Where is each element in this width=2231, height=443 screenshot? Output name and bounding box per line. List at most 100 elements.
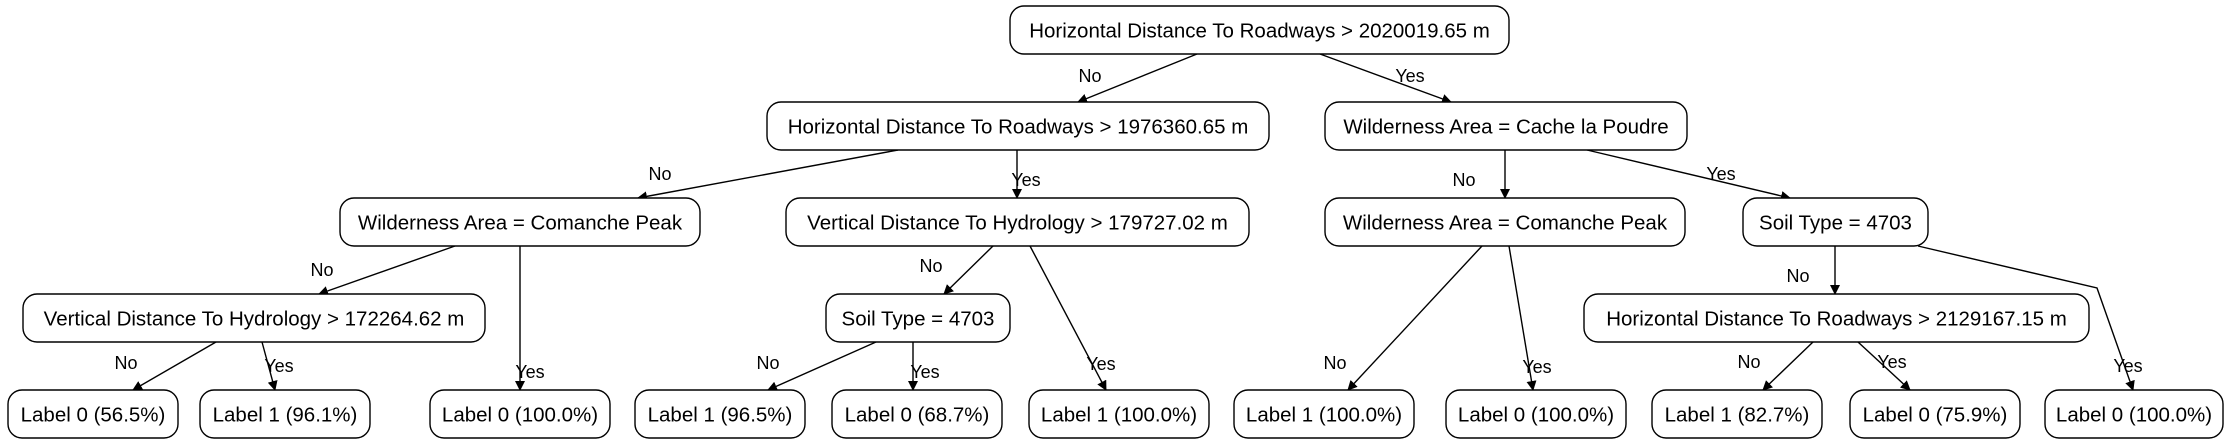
edge-arrow [767,341,877,391]
edge-arrow [1029,245,1107,391]
node-label: Horizontal Distance To Roadways > 197636… [788,116,1249,139]
edge-arrow [943,245,994,295]
node-label: Label 1 (96.1%) [213,404,358,427]
tree-edge: Yes [1319,53,1452,104]
tree-edge: No [310,245,456,296]
leaf-node: Label 1 (100.0%) [1028,389,1210,439]
tree-edge: No [919,245,994,295]
node-box [825,293,1011,343]
node-label: Wilderness Area = Comanche Peak [358,212,683,235]
edge-arrow [1917,245,2135,391]
edge-label: Yes [1011,170,1040,190]
node-label: Label 0 (100.0%) [442,404,598,427]
edge-arrow [1508,245,1537,391]
node-box [1233,389,1415,439]
node-box [1028,389,1210,439]
node-box [1742,197,1929,247]
tree-edge: No [114,341,217,391]
node-box [7,389,179,439]
edge-label: Yes [1706,164,1735,184]
tree-edge: No [756,341,877,391]
node-label: Label 1 (100.0%) [1246,404,1402,427]
node-box [1009,5,1510,55]
node-label: Label 0 (68.7%) [845,404,990,427]
node-label: Label 0 (56.5%) [21,404,166,427]
edge-label: Yes [1522,357,1551,377]
node-box [1445,389,1627,439]
decision-node: Soil Type = 4703 [1742,197,1929,247]
decision-node: Wilderness Area = Comanche Peak [339,197,701,247]
node-box [199,389,371,439]
tree-edge: Yes [1586,149,1791,201]
decision-node: Horizontal Distance To Roadways > 202001… [1009,5,1510,55]
edge-arrow [637,149,899,202]
edge-label: No [756,353,779,373]
tree-edge: No [1452,150,1510,199]
edge-arrow [318,245,456,296]
edge-label: No [1786,266,1809,286]
node-label: Horizontal Distance To Roadways > 202001… [1029,20,1490,43]
edges-layer: No Yes No Yes No Yes No Yes No Yes No Yes No Yes No Yes… [114,53,2143,391]
leaf-node: Label 0 (100.0%) [2044,389,2224,439]
node-box [2044,389,2224,439]
tree-edge: Yes [261,341,294,391]
edge-label: Yes [1086,354,1115,374]
node-box [1324,101,1688,151]
edge-arrow [1586,149,1791,201]
tree-edge: Yes [1917,245,2143,391]
edge-label: No [1452,170,1475,190]
edge-arrow [1077,53,1198,104]
node-box [339,197,701,247]
node-label: Soil Type = 4703 [1759,212,1912,235]
tree-edge: Yes [1508,245,1552,391]
node-label: Label 0 (75.9%) [1863,404,2008,427]
node-label: Label 1 (96.5%) [648,404,793,427]
edge-arrow [132,341,217,391]
node-box [785,197,1250,247]
edge-label: No [648,164,671,184]
node-label: Vertical Distance To Hydrology > 179727.… [807,212,1228,235]
edge-label: No [310,260,333,280]
edge-arrow [1762,341,1814,391]
node-box [1849,389,2021,439]
node-label: Horizontal Distance To Roadways > 212916… [1606,308,2067,331]
leaf-node: Label 0 (75.9%) [1849,389,2021,439]
nodes-layer: Horizontal Distance To Roadways > 202001… [7,5,2224,439]
tree-edge: Yes [1011,150,1041,199]
edge-arrow [1347,245,1483,391]
decision-node: Vertical Distance To Hydrology > 179727.… [785,197,1250,247]
decision-node: Horizontal Distance To Roadways > 212916… [1583,293,2090,343]
node-label: Label 0 (100.0%) [2056,404,2212,427]
decision-node: Vertical Distance To Hydrology > 172264.… [22,293,486,343]
tree-edge: No [1323,245,1483,391]
node-box [831,389,1003,439]
edge-label: Yes [1877,352,1906,372]
node-box [22,293,486,343]
edge-arrow [261,341,278,391]
node-box [1651,389,1823,439]
node-box [429,389,611,439]
edge-label: No [114,353,137,373]
leaf-node: Label 0 (56.5%) [7,389,179,439]
edge-label: No [919,256,942,276]
tree-edge: No [1077,53,1198,104]
edge-label: No [1078,66,1101,86]
node-label: Wilderness Area = Cache la Poudre [1343,116,1668,139]
leaf-node: Label 1 (82.7%) [1651,389,1823,439]
node-box [634,389,806,439]
tree-edge: Yes [515,246,545,391]
node-label: Soil Type = 4703 [842,308,995,331]
leaf-node: Label 0 (100.0%) [1445,389,1627,439]
edge-label: Yes [264,356,293,376]
tree-edge: Yes [1857,341,1911,391]
node-box [1583,293,2090,343]
edge-label: No [1737,352,1760,372]
node-box [766,101,1270,151]
decision-node: Wilderness Area = Cache la Poudre [1324,101,1688,151]
node-label: Label 1 (82.7%) [1665,404,1810,427]
tree-edge: Yes [908,342,940,391]
decision-node: Horizontal Distance To Roadways > 197636… [766,101,1270,151]
leaf-node: Label 1 (96.1%) [199,389,371,439]
edge-label: Yes [515,362,544,382]
